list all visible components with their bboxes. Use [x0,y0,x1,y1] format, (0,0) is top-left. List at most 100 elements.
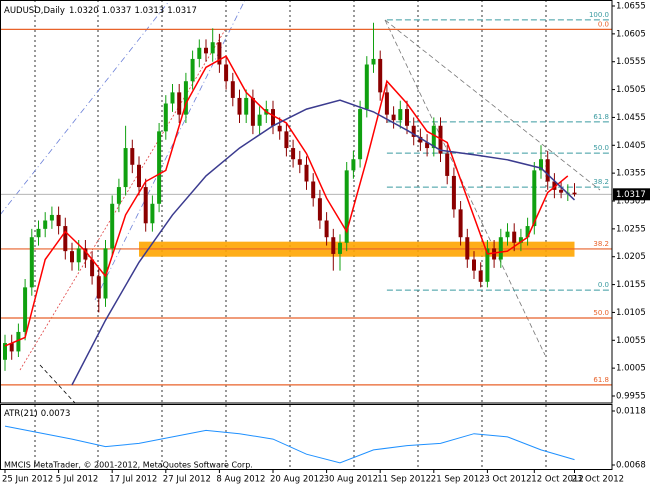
candle-body [284,131,289,149]
candle-body [271,109,275,126]
y-tick-label: 1.0205 [616,252,646,262]
candle-body [525,226,530,238]
candle-body [56,214,61,227]
candle-body [150,203,155,224]
candle-body [103,248,108,299]
y-tick-label: 1.0555 [616,57,646,67]
candle-body [83,248,88,260]
y-tick-label: 1.0405 [616,141,646,151]
candle-body [291,148,296,160]
candle-body [230,81,235,98]
indicator-name: ATR(21) [4,409,38,419]
candle-body [472,259,476,271]
candle-body [76,248,81,263]
candle-body [163,103,168,132]
candle-body [217,42,222,65]
y-tick-label: 1.0505 [616,85,646,95]
candle-body [116,187,121,204]
candle-body [157,131,162,204]
separators [34,0,547,470]
level-label: 50.0 [593,309,609,317]
candle-body [539,159,543,171]
candle-body [572,192,577,195]
candle-body [364,64,369,110]
candle-body [532,170,537,227]
candle-body [458,209,463,238]
candle-body [204,47,208,54]
y-tick-label: 0.9955 [616,392,646,402]
y-tick-label: 1.0255 [616,224,646,234]
header: AUDUSD,Daily 1.0320 1.0337 1.0313 1.0317 [4,6,197,16]
y-tick-label: 1.0105 [616,308,646,318]
candle-body [3,343,7,360]
candle-body [351,159,356,171]
candle-body [297,159,302,165]
x-tick-label: 27 Jul 2012 [163,475,211,485]
candle-body [445,153,450,176]
indicator-value: 0.0073 [41,409,71,419]
candle-body [304,164,309,182]
indicator-title: ATR(21) 0.0073 [4,409,70,419]
x-tick-label: 3 Oct 2012 [484,475,531,485]
candle-body [96,276,101,299]
candle-body [190,58,195,82]
candle-body [9,343,14,352]
candle-body [63,226,68,252]
candle-body [170,92,175,104]
candle-body [485,248,490,282]
candle-body [545,159,550,182]
ohlc-high: 1.0337 [102,6,132,16]
candle-body [49,214,54,221]
candle-body [224,64,229,82]
candle-body [183,81,188,115]
x-tick-label: 17 Jul 2012 [109,475,157,485]
moving-average [4,55,569,347]
trendlines [0,0,601,404]
candle-body [331,237,336,254]
y-tick-label: 1.0155 [616,280,646,290]
candle-body [16,331,21,352]
x-tick-label: 25 Jun 2012 [2,475,53,485]
candle-body [143,187,148,224]
y-tick-label: 1.0305 [616,197,646,207]
candle-body [431,125,436,149]
x-tick-label: 23 Oct 2012 [572,475,625,485]
indicator-frame [0,404,613,470]
price-box [613,188,650,201]
candle-body [237,97,242,115]
candle-body [405,109,409,126]
candle-body [505,231,510,238]
candle-body [384,92,389,115]
candle-body [371,58,376,65]
y-tick-label: 1.0455 [616,113,646,123]
candle-body [438,125,443,154]
y-tick-label: 1.0655 [616,2,646,12]
candle-body [70,251,74,263]
candle-body [130,148,135,165]
candle-body [123,148,128,188]
candle-body [43,220,48,229]
x-tick-label: 11 Sep 2012 [377,475,431,485]
candle-body [90,259,95,277]
candle-body [324,220,329,238]
x-tick-label: 30 Aug 2012 [324,475,378,485]
fib-label: 50.0 [593,144,609,152]
candle-body [378,58,383,93]
candle-body [478,270,483,282]
candle-body [391,114,396,121]
price-box-label: 1.0317 [616,190,646,200]
candle-body [23,287,28,332]
x-tick-label: 5 Jul 2012 [56,475,99,485]
y2-tick-label: 0.0118 [616,407,646,417]
candle-body [425,142,430,149]
y-tick-label: 1.0055 [616,336,646,346]
candle-body [418,136,423,143]
y2-tick-label: 0.0068 [616,461,646,471]
fib-label: 38.2 [593,178,609,186]
candle-body [110,203,115,249]
candle-body [277,125,282,132]
candle-body [197,47,202,59]
ohlc-close: 1.0317 [167,6,197,16]
y-tick-label: 1.0605 [616,29,646,39]
